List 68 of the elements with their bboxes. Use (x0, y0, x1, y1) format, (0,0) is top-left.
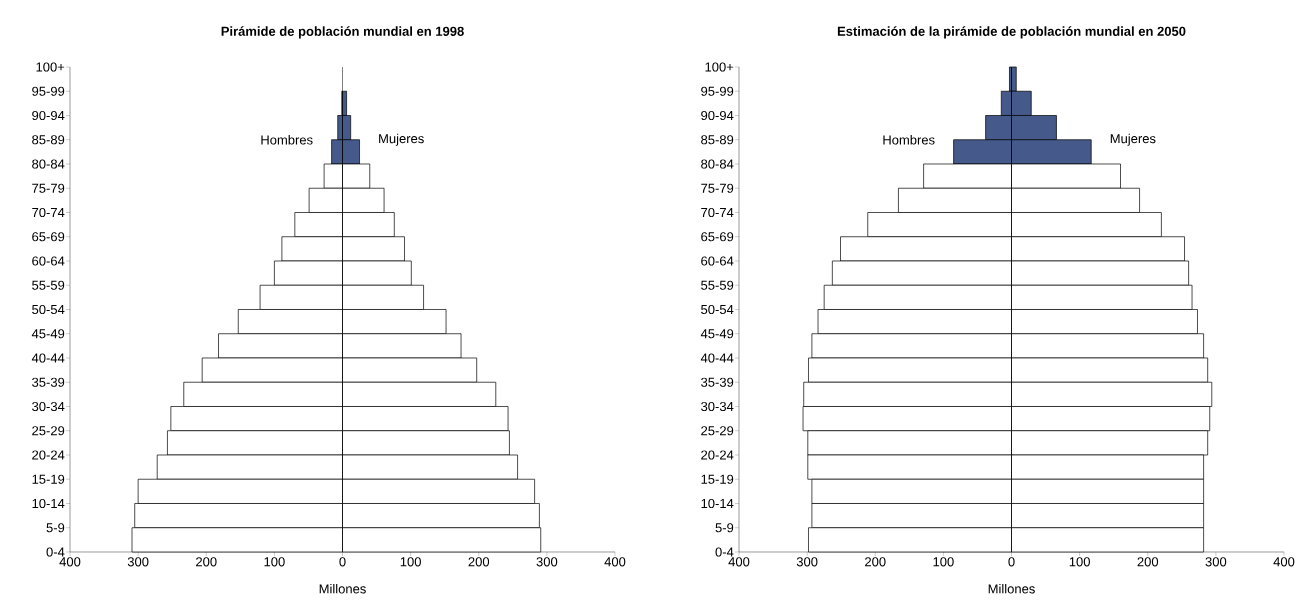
x-tick-label: 0 (1008, 557, 1015, 567)
y-tick-label: 65-69 (701, 232, 734, 242)
y-tick-label: 40-44 (700, 353, 734, 363)
x-tick-label: 100 (1069, 557, 1090, 567)
x-tick-label: 300 (796, 557, 818, 567)
chart-title: Estimación de la pirámide de población mundial en 2050 (837, 26, 1186, 39)
y-tick-label: 70-74 (701, 207, 734, 218)
y-tick-label: 20-24 (32, 450, 65, 460)
x-axis-title: Millones (988, 583, 1035, 594)
x-tick-label: 200 (865, 557, 886, 567)
x-tick-label: 100 (400, 557, 421, 567)
y-tick-label: 10-14 (32, 498, 65, 509)
y-tick-label: 60-64 (701, 256, 734, 266)
y-tick-label: 45-49 (31, 329, 65, 339)
x-tick-label: 200 (196, 557, 217, 567)
y-tick-label: 0-4 (46, 547, 65, 557)
y-tick-label: 80-84 (32, 159, 65, 169)
y-tick-label: 30-34 (701, 401, 734, 412)
y-tick-label: 85-89 (701, 135, 734, 145)
series-label: Hombres (883, 134, 935, 145)
x-tick-label: 400 (1273, 557, 1295, 567)
y-tick-label: 100+ (36, 62, 65, 72)
y-tick-label: 20-24 (701, 450, 734, 460)
y-tick-label: 80-84 (701, 159, 734, 169)
y-tick-label: 30-34 (32, 401, 65, 412)
y-tick-label: 10-14 (701, 498, 734, 509)
y-tick-label: 90-94 (32, 110, 65, 121)
y-tick-label: 15-19 (32, 474, 65, 484)
y-tick-label: 40-44 (31, 353, 65, 363)
x-tick-label: 300 (127, 557, 149, 567)
y-tick-label: 50-54 (701, 304, 734, 315)
series-label: Mujeres (379, 133, 424, 146)
y-tick-label: 25-29 (32, 426, 65, 436)
y-tick-label: 75-79 (701, 183, 734, 193)
chart-title: Pirámide de población mundial en 1998 (221, 26, 464, 39)
y-tick-label: 50-54 (32, 304, 65, 315)
y-tick-label: 90-94 (701, 110, 734, 121)
y-tick-label: 25-29 (701, 426, 734, 436)
y-tick-label: 95-99 (32, 86, 65, 96)
x-tick-label: 0 (339, 557, 346, 567)
y-tick-label: 55-59 (701, 280, 734, 290)
y-tick-label: 0-4 (715, 547, 734, 557)
y-tick-label: 60-64 (32, 256, 65, 266)
x-tick-label: 400 (604, 557, 626, 567)
series-label: Mujeres (1110, 133, 1156, 146)
x-tick-label: 200 (1137, 557, 1159, 567)
y-tick-label: 35-39 (701, 377, 734, 387)
series-label: Hombres (261, 134, 313, 145)
y-tick-label: 75-79 (32, 183, 65, 193)
y-tick-label: 35-39 (32, 377, 65, 387)
x-tick-label: 400 (728, 557, 750, 567)
y-tick-label: 55-59 (32, 280, 65, 290)
y-tick-label: 100+ (705, 62, 734, 72)
x-tick-label: 100 (264, 557, 285, 567)
x-axis-title: Millones (319, 583, 366, 594)
y-tick-label: 85-89 (32, 135, 65, 145)
x-tick-label: 300 (1205, 557, 1227, 567)
y-tick-label: 5-9 (715, 523, 734, 533)
x-tick-label: 200 (468, 557, 490, 567)
y-tick-label: 70-74 (32, 207, 65, 218)
y-tick-label: 95-99 (701, 86, 734, 96)
x-tick-label: 400 (59, 557, 81, 567)
y-tick-label: 15-19 (701, 474, 734, 484)
y-tick-label: 5-9 (46, 523, 65, 533)
x-tick-label: 100 (933, 557, 954, 567)
y-tick-label: 65-69 (32, 232, 65, 242)
y-tick-label: 45-49 (700, 329, 734, 339)
x-tick-label: 300 (536, 557, 558, 567)
